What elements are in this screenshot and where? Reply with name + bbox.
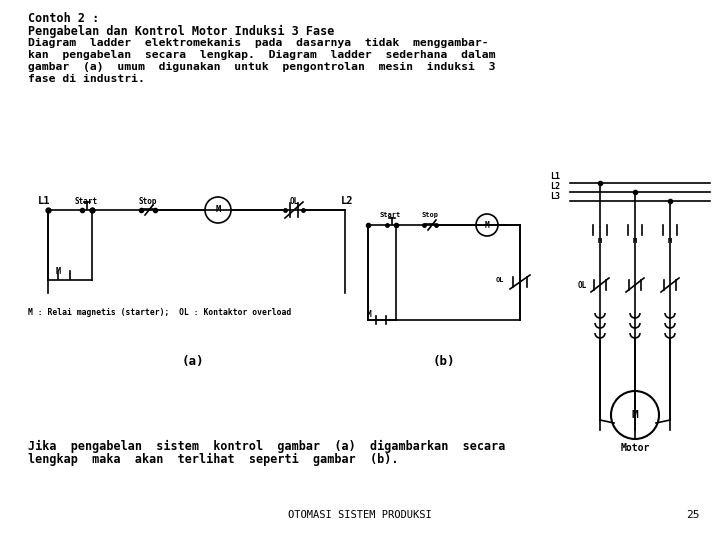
Text: L2: L2 xyxy=(341,196,354,206)
Text: L3: L3 xyxy=(550,192,560,201)
Text: Diagram  ladder  elektromekanis  pada  dasarnya  tidak  menggambar-: Diagram ladder elektromekanis pada dasar… xyxy=(28,38,489,48)
Text: OL: OL xyxy=(496,277,505,283)
Text: M: M xyxy=(56,267,61,276)
Text: Stop: Stop xyxy=(421,212,438,218)
Text: fase di industri.: fase di industri. xyxy=(28,74,145,84)
Text: L1: L1 xyxy=(38,196,50,206)
Text: Jika  pengabelan  sistem  kontrol  gambar  (a)  digambarkan  secara: Jika pengabelan sistem kontrol gambar (a… xyxy=(28,440,505,453)
Text: Contoh 2 :: Contoh 2 : xyxy=(28,12,99,25)
Text: L1: L1 xyxy=(550,172,560,181)
Text: M: M xyxy=(668,238,672,244)
Text: Stop: Stop xyxy=(139,197,157,206)
Text: OTOMASI SISTEM PRODUKSI: OTOMASI SISTEM PRODUKSI xyxy=(288,510,432,520)
Text: Start: Start xyxy=(74,197,98,206)
Text: OL: OL xyxy=(289,197,299,206)
Text: kan  pengabelan  secara  lengkap.  Diagram  ladder  sederhana  dalam: kan pengabelan secara lengkap. Diagram l… xyxy=(28,50,495,60)
Text: (b): (b) xyxy=(433,355,455,368)
Text: M: M xyxy=(485,220,490,230)
Text: OL: OL xyxy=(578,280,588,289)
Text: L2: L2 xyxy=(550,182,560,191)
Text: M: M xyxy=(367,310,372,319)
Text: M: M xyxy=(633,238,637,244)
Text: 25: 25 xyxy=(686,510,700,520)
Text: Motor: Motor xyxy=(621,443,649,453)
Text: lengkap  maka  akan  terlihat  seperti  gambar  (b).: lengkap maka akan terlihat seperti gamba… xyxy=(28,453,398,466)
Text: M: M xyxy=(598,238,602,244)
Text: M: M xyxy=(631,410,639,420)
Text: gambar  (a)  umum  digunakan  untuk  pengontrolan  mesin  induksi  3: gambar (a) umum digunakan untuk pengontr… xyxy=(28,62,495,72)
Text: Pengabelan dan Kontrol Motor Induksi 3 Fase: Pengabelan dan Kontrol Motor Induksi 3 F… xyxy=(28,25,334,38)
Text: Start: Start xyxy=(379,212,400,218)
Text: (a): (a) xyxy=(181,355,204,368)
Text: M : Relai magnetis (starter);  OL : Kontaktor overload: M : Relai magnetis (starter); OL : Konta… xyxy=(28,308,292,317)
Text: M: M xyxy=(215,206,221,214)
